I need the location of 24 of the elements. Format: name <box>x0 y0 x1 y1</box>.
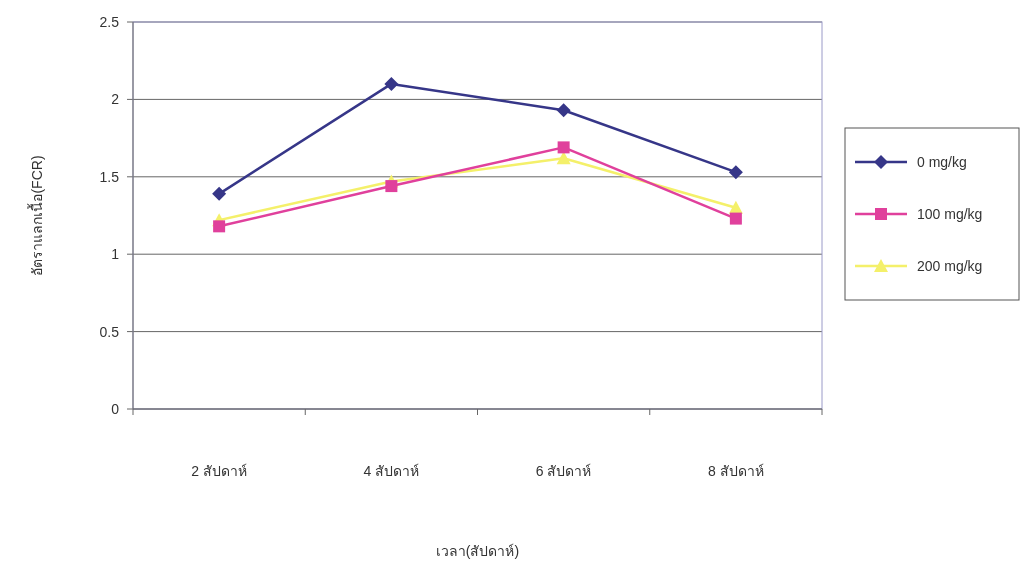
y-tick-label: 1.5 <box>99 168 120 185</box>
x-tick-label: 8 สัปดาห์ <box>708 463 764 479</box>
legend-label: 200 mg/kg <box>917 258 983 274</box>
legend-label: 100 mg/kg <box>917 206 983 222</box>
y-axis-title: อัตราแลกเนื้อ(FCR) <box>27 155 45 276</box>
point <box>384 76 399 91</box>
point <box>556 151 571 165</box>
point <box>212 186 227 201</box>
legend-label: 0 mg/kg <box>917 154 967 170</box>
point <box>729 212 742 225</box>
point <box>728 165 743 180</box>
point <box>556 103 571 118</box>
point <box>385 180 398 193</box>
x-tick-label: 2 สัปดาห์ <box>191 463 247 479</box>
y-tick-label: 0 <box>111 401 120 417</box>
x-tick-label: 4 สัปดาห์ <box>363 463 420 479</box>
x-axis-title: เวลา(สัปดาห์) <box>435 543 520 559</box>
y-tick-label: 1 <box>111 246 120 263</box>
y-tick-label: 0.5 <box>99 323 120 340</box>
y-tick-label: 2.5 <box>99 14 120 30</box>
point <box>557 141 570 154</box>
x-tick-label: 6 สัปดาห์ <box>535 463 592 479</box>
point <box>213 220 226 233</box>
y-tick-label: 2 <box>111 91 120 108</box>
